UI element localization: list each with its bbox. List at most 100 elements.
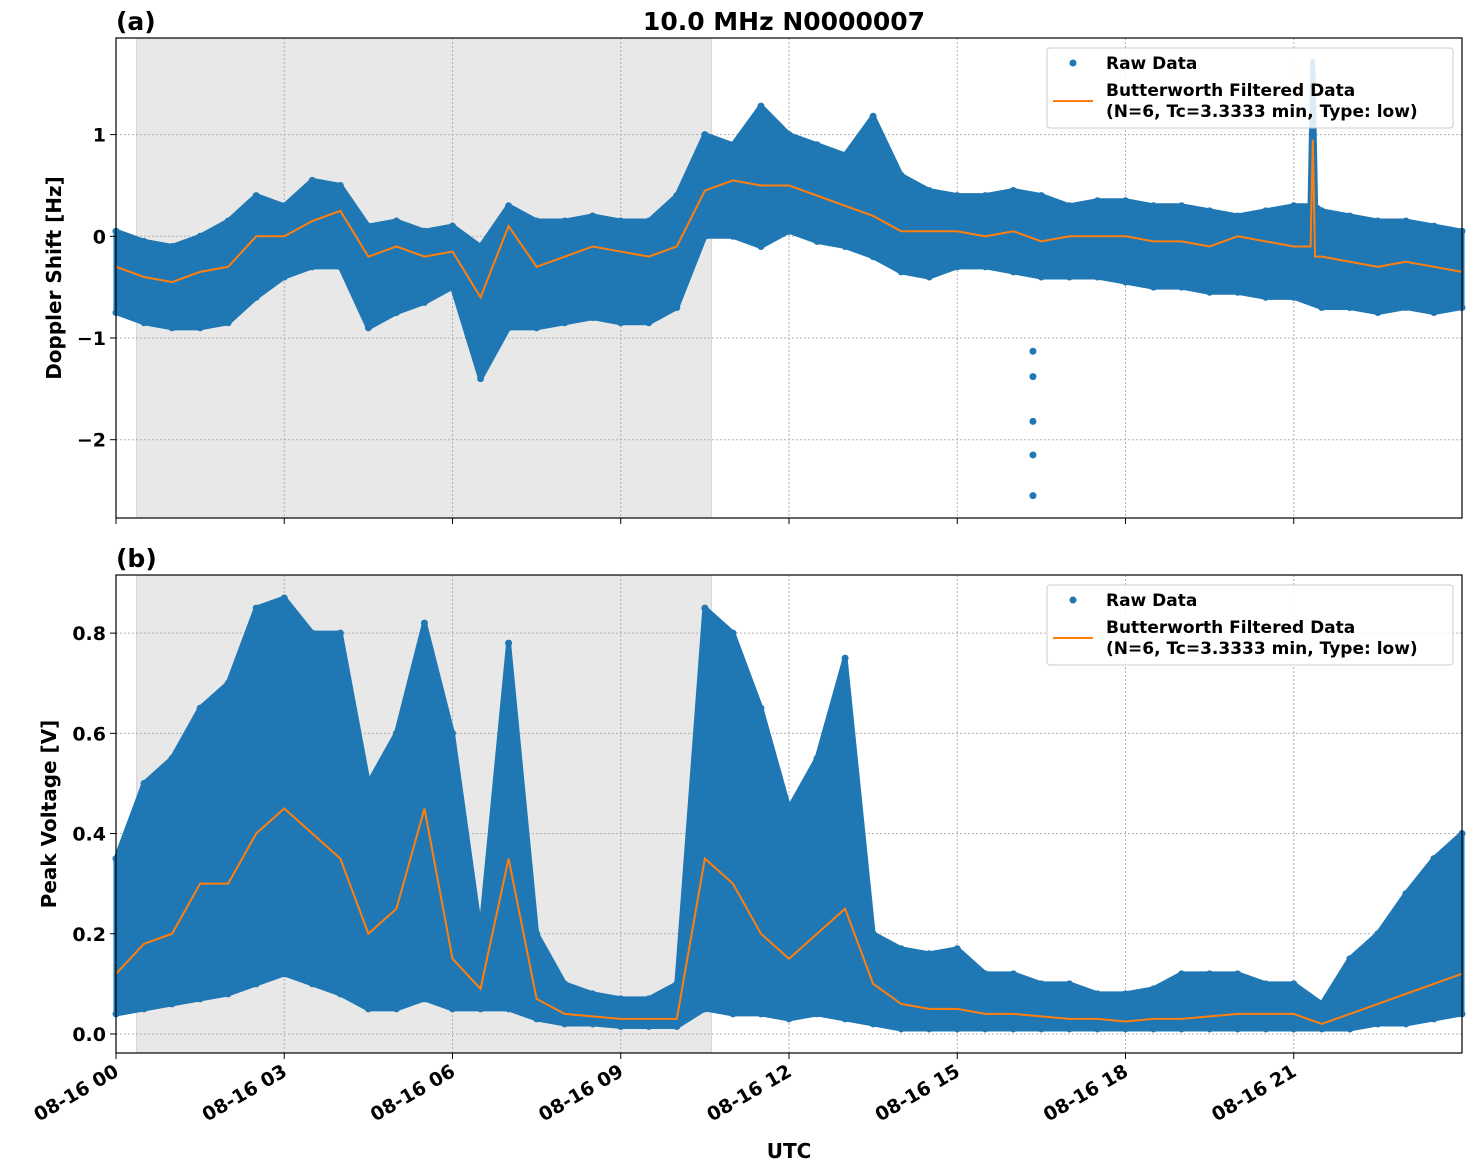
raw-data-point [420,227,428,235]
raw-data-point [925,950,933,958]
raw-data-point [729,1010,737,1018]
raw-data-point [645,319,653,327]
raw-data-point [757,242,765,250]
raw-data-point [392,309,400,317]
raw-data-point [1065,202,1073,210]
raw-data-point [168,324,176,332]
raw-data-point [1037,273,1045,281]
raw-data-point [589,1020,597,1028]
raw-data-point [589,314,597,322]
raw-data-point [1206,207,1214,215]
raw-data-point [1290,1025,1298,1033]
raw-data-point [196,232,204,240]
raw-data-point [1430,309,1438,317]
legend-box [1046,47,1454,129]
raw-data-point [1262,980,1270,988]
legend-raw-marker [1069,596,1077,604]
raw-data-point [308,980,316,988]
x-tick-label: 08-16 06 [367,1060,459,1126]
raw-data-point [673,1022,681,1030]
raw-data-point [785,131,793,139]
raw-data-point [420,298,428,306]
raw-data-point [813,1010,821,1018]
raw-data-point [364,1005,372,1013]
raw-data-point [140,319,148,327]
raw-data-point [392,217,400,225]
y-tick-label: −1 [77,328,106,350]
raw-data-point [449,729,456,737]
raw-data-point [897,1025,905,1033]
raw-data-point [1122,197,1129,205]
raw-data-point [1234,288,1242,296]
y-tick-label: 1 [93,125,106,147]
legend-box [1046,584,1454,666]
raw-data-point [841,151,849,159]
raw-data-point [1430,1015,1438,1023]
raw-data-point [1037,980,1045,988]
raw-data-point [617,1022,625,1030]
raw-data-point [1178,202,1186,210]
raw-data-point [505,639,513,647]
raw-data-point [1290,202,1298,210]
raw-data-point [561,217,569,225]
raw-data-point [813,237,821,245]
raw-data-point [1262,1025,1270,1033]
raw-data-point [869,930,877,938]
raw-data-point [1178,970,1186,978]
raw-data-point [897,268,905,276]
raw-data-point [953,1025,961,1033]
raw-data-point [1318,1025,1326,1033]
raw-data-point [813,141,821,149]
raw-data-point [140,779,148,787]
legend-filtered-params: (N=6, Tc=3.3333 min, Type: low) [1106,102,1418,122]
legend-raw-label: Raw Data [1106,54,1197,74]
raw-data-point [1374,1020,1382,1028]
panel-label-b: (b) [116,544,157,573]
raw-data-point [1318,303,1326,311]
raw-data-point [420,995,428,1003]
raw-data-point [701,1005,709,1013]
y-axis-label-a: Doppler Shift [Hz] [42,176,66,380]
raw-data-point [392,1005,400,1013]
raw-data-point [1122,990,1129,998]
raw-data-point [1346,955,1354,963]
raw-data-point [617,319,625,327]
raw-data-point [1009,268,1017,276]
raw-data-point [869,1020,877,1028]
x-tick-label: 08-16 12 [703,1060,795,1126]
raw-data-point [1093,197,1101,205]
filtered-data-line [115,139,1463,300]
raw-data-point [505,202,513,210]
raw-data-point [364,779,372,787]
raw-data-point [449,283,456,291]
raw-data-point [1430,855,1438,863]
raw-data-point [1402,890,1410,898]
raw-data-point [477,375,485,383]
raw-data-point [1318,207,1326,215]
raw-data-point [1065,273,1073,281]
raw-data-point [981,970,989,978]
raw-data-point [1234,212,1242,220]
raw-data-point [364,222,372,230]
raw-data-point [1374,930,1382,938]
raw-data-point [252,293,260,301]
raw-data-point [1037,1025,1045,1033]
raw-data-point [1009,970,1017,978]
raw-data-point [1290,980,1298,988]
raw-data-point [140,1005,148,1013]
raw-data-point [224,679,232,687]
y-axis-label-b: Peak Voltage [V] [37,720,61,909]
raw-data-point [252,980,260,988]
raw-data-point [168,242,176,250]
raw-data-point [533,930,541,938]
raw-data-point [1093,990,1101,998]
raw-data-point [701,604,709,612]
panel-b: 0.0 0.2 0.4 0.6 0.8 08-16 00 08-16 03 08-16 06 0… [30,574,1466,1126]
raw-data-band [113,58,1465,382]
raw-data-point [308,629,316,637]
raw-data-point [477,930,485,938]
raw-data-outlier [1029,451,1037,459]
raw-data-point [897,945,905,953]
raw-data-point [1150,202,1158,210]
raw-data-point [168,1000,176,1008]
